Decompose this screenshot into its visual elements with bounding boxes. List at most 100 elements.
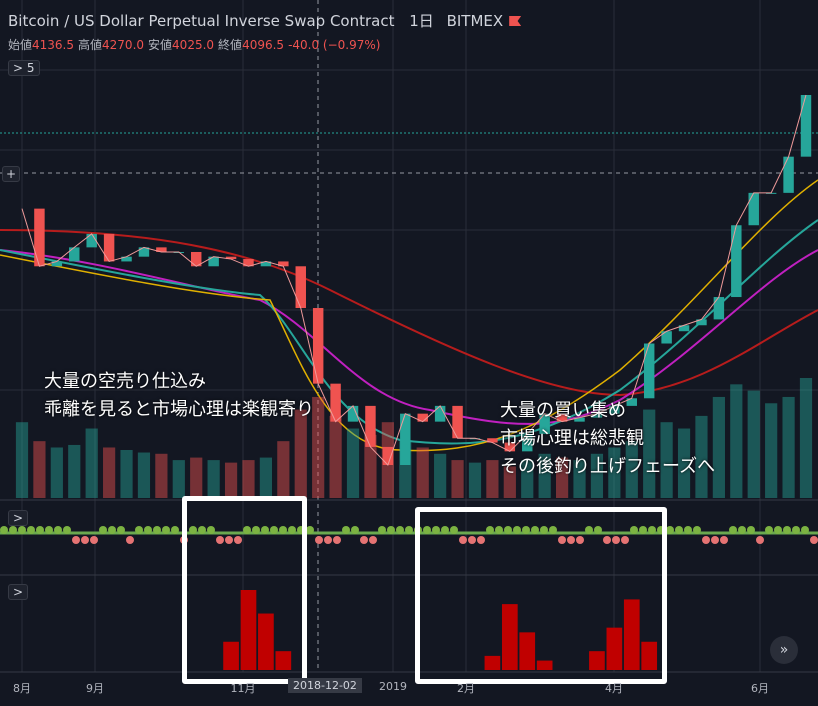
indicator-toggle[interactable]: > 5 bbox=[8, 60, 40, 76]
volume-bar bbox=[120, 450, 133, 498]
histogram-bar bbox=[536, 660, 553, 670]
candle bbox=[138, 247, 150, 257]
oscillator-dot bbox=[198, 526, 206, 534]
candle bbox=[731, 225, 742, 298]
volume-bar bbox=[416, 447, 429, 498]
plus-button[interactable]: + bbox=[2, 166, 21, 182]
scroll-button[interactable]: » bbox=[770, 636, 798, 664]
oscillator-dot bbox=[36, 526, 44, 534]
oscillator-dot bbox=[99, 526, 107, 534]
volume-bar bbox=[33, 441, 46, 498]
candle bbox=[382, 446, 394, 465]
oscillator-dot bbox=[747, 526, 755, 534]
oscillator-dot bbox=[81, 536, 89, 544]
volume-bar bbox=[172, 460, 185, 498]
candle bbox=[556, 413, 568, 422]
volume-bar bbox=[625, 441, 638, 498]
histogram-bar bbox=[606, 627, 623, 670]
candle bbox=[208, 256, 219, 267]
volume-bar bbox=[190, 457, 203, 498]
volume-bar bbox=[486, 460, 499, 498]
candle bbox=[434, 405, 446, 422]
pane-toggle[interactable]: > bbox=[8, 584, 29, 600]
histogram-bar bbox=[589, 651, 605, 670]
oscillator-dot bbox=[117, 526, 125, 534]
oscillator-dot bbox=[387, 526, 395, 534]
candle bbox=[574, 417, 585, 422]
volume-bar bbox=[259, 457, 273, 498]
oscillator-dot bbox=[135, 526, 143, 534]
oscillator-dot bbox=[279, 526, 287, 534]
x-axis-label: 6月 bbox=[751, 682, 769, 695]
candle bbox=[661, 331, 672, 344]
ma-100 bbox=[0, 249, 818, 425]
oscillator-dot bbox=[423, 526, 431, 534]
volume-bar bbox=[15, 422, 29, 498]
annotation-line: 乖離を見ると市場心理は楽観寄り bbox=[44, 399, 314, 420]
volume-bar bbox=[730, 384, 743, 498]
candle bbox=[156, 247, 167, 252]
volume-bar bbox=[660, 422, 673, 498]
oscillator-dot bbox=[594, 526, 602, 534]
oscillator-dot bbox=[333, 536, 341, 544]
oscillator-dot bbox=[189, 526, 197, 534]
oscillator-dot bbox=[792, 526, 800, 534]
candle bbox=[260, 261, 272, 267]
annotation-line: その後釣り上げフェーズへ bbox=[500, 456, 716, 477]
grid bbox=[0, 0, 818, 672]
histogram-bar bbox=[501, 604, 518, 670]
candle bbox=[452, 405, 463, 439]
oscillator-dot bbox=[126, 536, 134, 544]
crosshair-date: 2018-12-02 bbox=[288, 678, 362, 693]
oscillator-dot bbox=[18, 526, 26, 534]
oscillator-dot bbox=[459, 536, 467, 544]
volume-bar bbox=[224, 462, 238, 498]
candle bbox=[643, 343, 655, 399]
oscillator-dot bbox=[63, 526, 71, 534]
x-axis-label: 8月 bbox=[13, 682, 31, 695]
volume-bar bbox=[747, 390, 760, 498]
candle bbox=[713, 297, 725, 320]
ma-20 bbox=[0, 179, 818, 452]
interval[interactable]: 1日 bbox=[409, 12, 434, 30]
volume-bar bbox=[68, 444, 81, 498]
candle bbox=[609, 405, 620, 414]
histogram-bar bbox=[623, 599, 640, 670]
oscillator-dot bbox=[531, 526, 539, 534]
oscillator-dot bbox=[144, 526, 152, 534]
candle bbox=[783, 156, 794, 193]
volume-bar bbox=[782, 396, 795, 498]
oscillator-dot bbox=[576, 536, 584, 544]
pane-toggle[interactable]: > bbox=[8, 510, 29, 526]
volume-bar bbox=[451, 460, 464, 498]
histogram-bar bbox=[240, 590, 257, 670]
ohlc-value: 4025.0 bbox=[172, 38, 215, 52]
oscillator-dot bbox=[513, 526, 521, 534]
oscillator-dot bbox=[9, 526, 17, 534]
ma-200 bbox=[0, 229, 818, 397]
volume-bar bbox=[277, 441, 290, 498]
oscillator-dot bbox=[648, 526, 656, 534]
volume-bar bbox=[538, 453, 551, 498]
oscillator-dot bbox=[153, 526, 161, 534]
volume-bar bbox=[103, 447, 116, 498]
candle bbox=[225, 256, 237, 260]
oscillator-dots bbox=[0, 526, 818, 544]
candle bbox=[365, 405, 376, 447]
x-axis-label: 2月 bbox=[457, 682, 475, 695]
oscillator-dot bbox=[558, 536, 566, 544]
annotation-line: 市場心理は総悲観 bbox=[500, 428, 644, 449]
oscillator-dot bbox=[405, 526, 413, 534]
price-line bbox=[21, 94, 807, 466]
oscillator-dot bbox=[225, 536, 233, 544]
oscillator-dot bbox=[324, 536, 332, 544]
ohlc-change: -40.0 (−0.97%) bbox=[288, 38, 381, 52]
oscillator-dot bbox=[774, 526, 782, 534]
oscillator-dot bbox=[549, 526, 557, 534]
oscillator-dot bbox=[171, 526, 179, 534]
histogram-bar bbox=[484, 655, 501, 670]
x-axis-label: 2019 bbox=[379, 680, 407, 693]
candle bbox=[330, 383, 341, 422]
indicator-count: 5 bbox=[26, 61, 35, 75]
candle bbox=[121, 256, 132, 262]
